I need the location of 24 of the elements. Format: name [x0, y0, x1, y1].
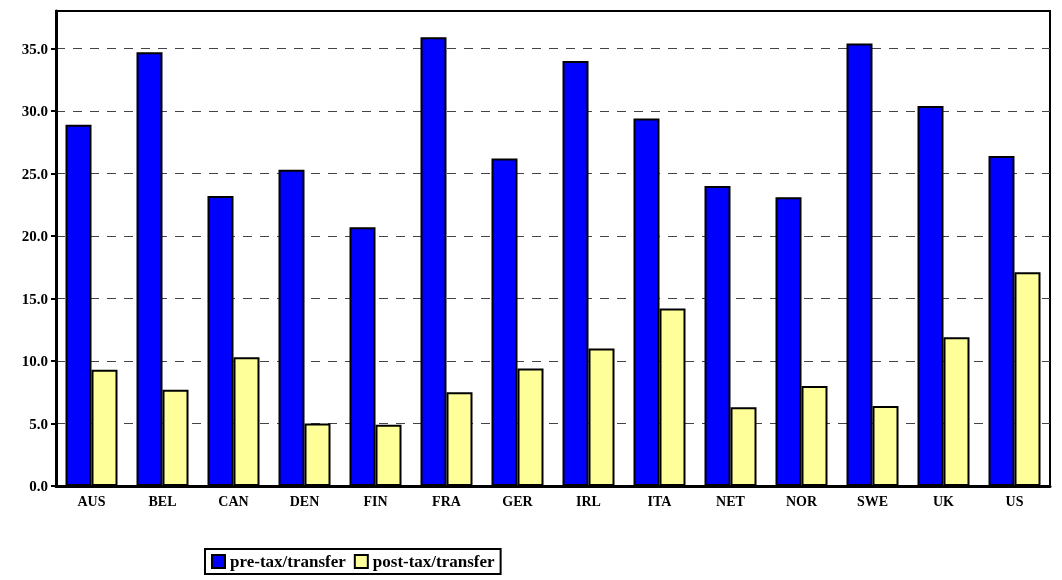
legend-label: post-tax/transfer: [372, 552, 496, 571]
y-tick-label: 0.0: [29, 478, 48, 494]
x-tick-label: IRL: [576, 493, 601, 509]
x-tick-label: CAN: [218, 493, 249, 509]
x-tick-label: SWE: [856, 493, 889, 509]
x-tick-label: UK: [933, 493, 955, 509]
x-tick-label: DEN: [289, 493, 320, 509]
x-tick-label: FRA: [432, 493, 462, 509]
y-tick-label: 20.0: [21, 228, 48, 244]
y-tick-label: 35.0: [21, 40, 48, 57]
x-tick-label: FIN: [363, 493, 388, 509]
y-tick-label: 25.0: [21, 165, 48, 182]
x-tick-label: BEL: [148, 493, 177, 509]
x-tick-label: NOR: [785, 493, 818, 509]
x-tick-label: NET: [716, 493, 746, 509]
x-tick-label: US: [1005, 493, 1024, 509]
y-tick-label: 10.0: [21, 353, 48, 369]
legend-label: pre-tax/transfer: [230, 552, 347, 571]
y-tick-label: 5.0: [29, 415, 48, 432]
x-tick-label: AUS: [77, 493, 106, 509]
x-tick-label: ITA: [647, 493, 673, 509]
x-tick-label: GER: [502, 493, 534, 509]
y-tick-label: 15.0: [21, 290, 48, 307]
y-tick-label: 30.0: [21, 103, 48, 119]
